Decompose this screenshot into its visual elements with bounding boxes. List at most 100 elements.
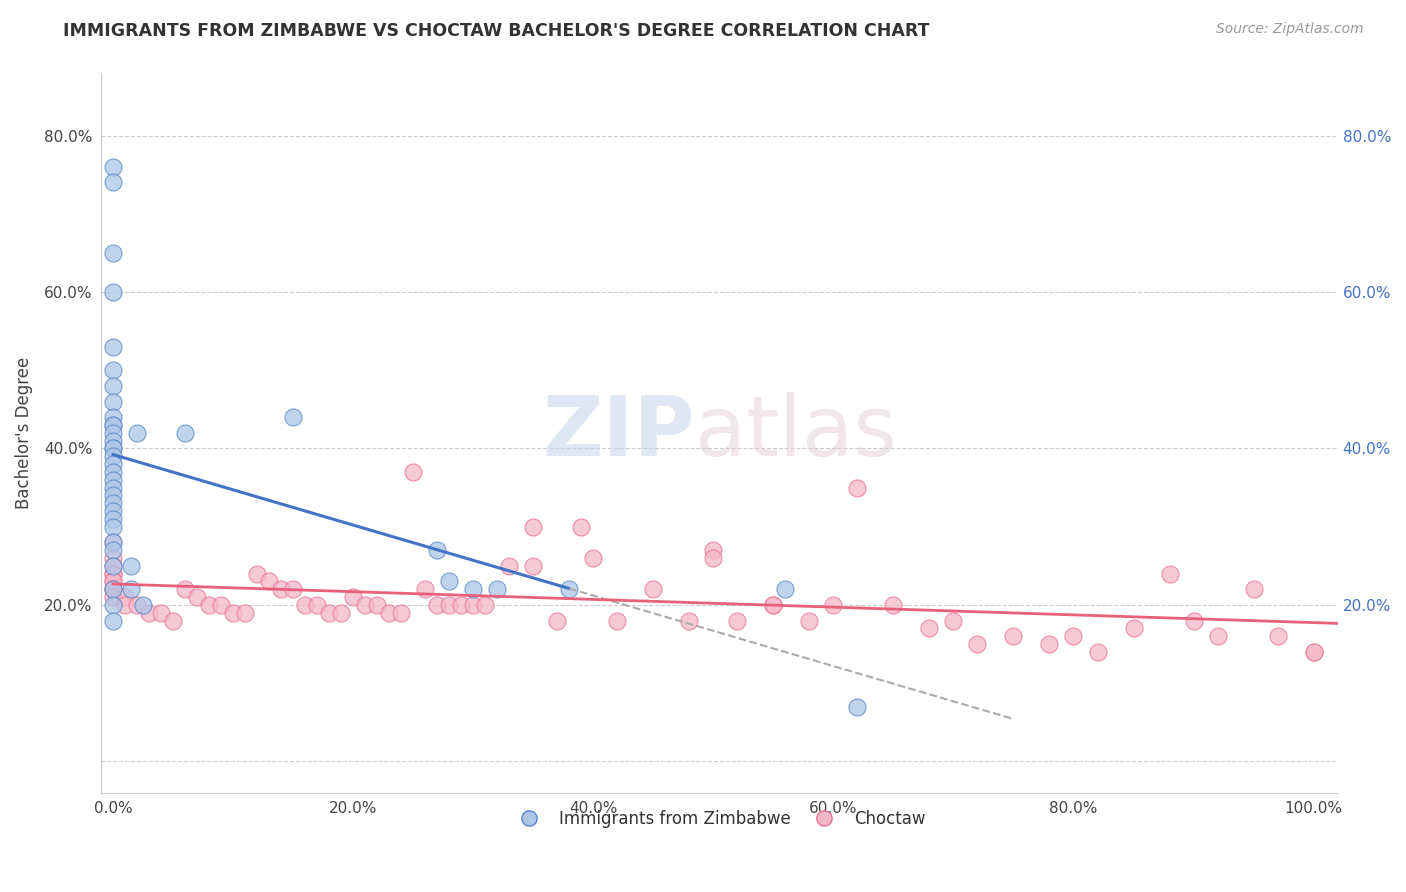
Point — [678, 614, 700, 628]
Point — [114, 590, 136, 604]
Point — [149, 606, 172, 620]
Point — [426, 543, 449, 558]
Point — [101, 535, 124, 549]
Point — [437, 598, 460, 612]
Point — [775, 582, 797, 597]
Point — [101, 558, 124, 573]
Text: IMMIGRANTS FROM ZIMBABWE VS CHOCTAW BACHELOR'S DEGREE CORRELATION CHART: IMMIGRANTS FROM ZIMBABWE VS CHOCTAW BACH… — [63, 22, 929, 40]
Point — [120, 558, 142, 573]
Point — [522, 519, 544, 533]
Point — [1087, 645, 1109, 659]
Point — [918, 621, 941, 635]
Point — [307, 598, 329, 612]
Point — [294, 598, 316, 612]
Point — [101, 246, 124, 260]
Point — [101, 551, 124, 566]
Point — [162, 614, 184, 628]
Point — [1243, 582, 1265, 597]
Point — [114, 598, 136, 612]
Y-axis label: Bachelor's Degree: Bachelor's Degree — [15, 357, 32, 509]
Point — [209, 598, 232, 612]
Point — [270, 582, 292, 597]
Point — [762, 598, 785, 612]
Point — [498, 558, 520, 573]
Point — [450, 598, 472, 612]
Text: ZIP: ZIP — [543, 392, 695, 474]
Point — [101, 410, 124, 425]
Point — [558, 582, 581, 597]
Point — [546, 614, 568, 628]
Text: atlas: atlas — [695, 392, 896, 474]
Point — [120, 582, 142, 597]
Point — [101, 582, 124, 597]
Point — [389, 606, 412, 620]
Point — [101, 488, 124, 502]
Point — [101, 434, 124, 448]
Point — [101, 598, 124, 612]
Point — [138, 606, 160, 620]
Point — [101, 496, 124, 510]
Point — [1206, 629, 1229, 643]
Point — [101, 394, 124, 409]
Point — [702, 551, 724, 566]
Point — [101, 481, 124, 495]
Point — [1267, 629, 1289, 643]
Point — [101, 465, 124, 479]
Point — [101, 582, 124, 597]
Point — [522, 558, 544, 573]
Point — [101, 363, 124, 377]
Point — [1063, 629, 1085, 643]
Text: Source: ZipAtlas.com: Source: ZipAtlas.com — [1216, 22, 1364, 37]
Point — [101, 535, 124, 549]
Point — [643, 582, 665, 597]
Point — [101, 450, 124, 464]
Point — [101, 457, 124, 471]
Point — [463, 598, 485, 612]
Point — [569, 519, 592, 533]
Point — [101, 417, 124, 432]
Point — [437, 574, 460, 589]
Point — [342, 590, 364, 604]
Point — [966, 637, 988, 651]
Point — [101, 558, 124, 573]
Point — [233, 606, 256, 620]
Point — [426, 598, 449, 612]
Point — [846, 699, 869, 714]
Point — [1002, 629, 1025, 643]
Point — [402, 465, 425, 479]
Point — [132, 598, 155, 612]
Point — [101, 574, 124, 589]
Point — [1159, 566, 1181, 581]
Point — [606, 614, 628, 628]
Point — [354, 598, 377, 612]
Point — [1302, 645, 1324, 659]
Point — [101, 340, 124, 354]
Point — [762, 598, 785, 612]
Point — [474, 598, 496, 612]
Point — [186, 590, 208, 604]
Point — [101, 543, 124, 558]
Point — [125, 425, 148, 440]
Point — [942, 614, 965, 628]
Point — [846, 481, 869, 495]
Point — [101, 442, 124, 456]
Point — [882, 598, 904, 612]
Point — [378, 606, 401, 620]
Point — [702, 543, 724, 558]
Point — [1182, 614, 1205, 628]
Point — [101, 566, 124, 581]
Point — [174, 582, 197, 597]
Point — [330, 606, 353, 620]
Point — [1122, 621, 1144, 635]
Point — [101, 425, 124, 440]
Point — [125, 598, 148, 612]
Point — [413, 582, 436, 597]
Point — [246, 566, 269, 581]
Point — [366, 598, 388, 612]
Point — [582, 551, 605, 566]
Point — [222, 606, 245, 620]
Point — [101, 285, 124, 299]
Point — [101, 582, 124, 597]
Point — [725, 614, 748, 628]
Point — [318, 606, 340, 620]
